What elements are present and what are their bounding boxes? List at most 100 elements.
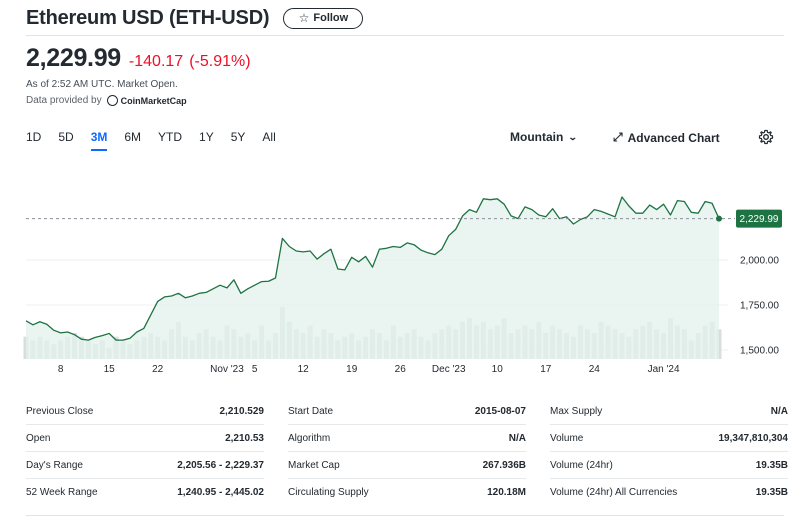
x-tick-label: Jan '24 bbox=[648, 364, 680, 375]
follow-label: Follow bbox=[313, 12, 349, 24]
stat-value: 120.18M bbox=[487, 487, 526, 498]
chart-type-label: Mountain bbox=[510, 130, 564, 144]
advanced-chart-label: Advanced Chart bbox=[627, 130, 720, 145]
price-line bbox=[25, 196, 720, 341]
stat-divider bbox=[550, 451, 788, 452]
price-change-percent: (-5.91%) bbox=[189, 53, 251, 70]
x-tick-label: 12 bbox=[298, 364, 310, 375]
header-divider bbox=[26, 35, 784, 36]
range-tab-5d[interactable]: 5D bbox=[58, 130, 74, 144]
stat-divider bbox=[26, 451, 264, 452]
follow-button[interactable]: ☆ Follow bbox=[283, 7, 364, 29]
stat-label: Algorithm bbox=[288, 433, 331, 444]
range-tab-ytd[interactable]: YTD bbox=[158, 130, 183, 144]
stat-value: 1,240.95 - 2,445.02 bbox=[177, 487, 264, 498]
x-tick-label: 26 bbox=[395, 364, 407, 375]
x-tick-label: Nov '23 bbox=[210, 364, 244, 375]
last-price-badge bbox=[736, 209, 782, 228]
price-area bbox=[26, 197, 719, 359]
market-status: As of 2:52 AM UTC. Market Open. bbox=[26, 79, 178, 90]
price-block: 2,229.99 -140.17 (-5.91%) bbox=[26, 44, 251, 73]
stat-row: Day's Range 2,205.56 - 2,229.37 bbox=[26, 452, 264, 479]
stat-value: 2,210.53 bbox=[225, 433, 264, 444]
range-tab-3m[interactable]: 3M bbox=[90, 130, 108, 151]
stat-row: Previous Close 2,210.529 bbox=[26, 398, 264, 425]
range-tab-6m[interactable]: 6M bbox=[124, 130, 142, 144]
provider-prefix: Data provided by bbox=[26, 95, 102, 106]
stat-label: Day's Range bbox=[26, 460, 83, 471]
stat-label: Max Supply bbox=[550, 406, 603, 417]
stat-divider bbox=[550, 424, 788, 425]
stat-row: Max Supply N/A bbox=[550, 398, 788, 425]
range-tab-1d[interactable]: 1D bbox=[26, 130, 42, 144]
stat-label: Open bbox=[26, 433, 51, 444]
coinmarketcap-icon bbox=[106, 95, 118, 106]
time-range-tabs: 1D 5D 3M 6M YTD 1Y 5Y All bbox=[26, 130, 293, 151]
x-tick-label: 24 bbox=[589, 364, 601, 375]
bottom-divider bbox=[26, 515, 784, 516]
range-tab-5y[interactable]: 5Y bbox=[230, 130, 246, 144]
x-tick-label: 5 bbox=[252, 364, 258, 375]
stat-label: 52 Week Range bbox=[26, 487, 98, 498]
stat-row: Algorithm N/A bbox=[288, 425, 526, 452]
stat-label: Market Cap bbox=[288, 460, 340, 471]
stat-value: 19,347,810,304 bbox=[718, 433, 788, 444]
stat-label: Volume (24hr) All Currencies bbox=[550, 487, 678, 498]
chart-type-dropdown[interactable]: Mountain ⌄ bbox=[510, 130, 579, 144]
y-tick-label: 1,750.00 bbox=[740, 301, 779, 312]
stat-value: 19.35B bbox=[755, 460, 788, 471]
stat-label: Circulating Supply bbox=[288, 487, 369, 498]
stat-row: Volume 19,347,810,304 bbox=[550, 425, 788, 452]
stat-divider bbox=[288, 478, 526, 479]
stat-label: Previous Close bbox=[26, 406, 94, 417]
stat-label: Volume bbox=[550, 433, 584, 444]
stat-value: 267.936B bbox=[482, 460, 526, 471]
data-provider: Data provided by CoinMarketCap bbox=[26, 95, 187, 106]
stat-row: Volume (24hr) All Currencies 19.35B bbox=[550, 479, 788, 506]
gear-icon[interactable] bbox=[758, 129, 774, 145]
x-tick-label: 19 bbox=[346, 364, 358, 375]
last-price-label: 2,229.99 bbox=[740, 214, 779, 225]
stat-divider bbox=[26, 424, 264, 425]
stat-divider bbox=[288, 424, 526, 425]
page-title: Ethereum USD (ETH-USD) bbox=[26, 6, 270, 29]
stat-row: Market Cap 267.936B bbox=[288, 452, 526, 479]
stat-label: Volume (24hr) bbox=[550, 460, 613, 471]
advanced-chart-button[interactable]: ⤢ Advanced Chart bbox=[613, 130, 720, 145]
quote-header: Ethereum USD (ETH-USD) ☆ Follow bbox=[26, 5, 364, 31]
y-tick-label: 1,500.00 bbox=[740, 346, 779, 357]
stat-row: 52 Week Range 1,240.95 - 2,445.02 bbox=[26, 479, 264, 506]
y-tick-label: 2,000.00 bbox=[740, 256, 779, 267]
coinmarketcap-logo[interactable]: CoinMarketCap bbox=[106, 95, 187, 106]
stat-row: Circulating Supply 120.18M bbox=[288, 479, 526, 506]
stat-value: 2,210.529 bbox=[219, 406, 265, 417]
x-tick-label: 15 bbox=[104, 364, 116, 375]
stat-value: 19.35B bbox=[755, 487, 788, 498]
stat-label: Start Date bbox=[288, 406, 334, 417]
range-tab-all[interactable]: All bbox=[262, 130, 276, 144]
stat-value: N/A bbox=[508, 433, 526, 444]
x-tick-label: 8 bbox=[58, 364, 64, 375]
expand-icon: ⤢ bbox=[613, 130, 623, 144]
chevron-down-icon: ⌄ bbox=[568, 131, 579, 142]
stat-row: Volume (24hr) 19.35B bbox=[550, 452, 788, 479]
x-tick-label: Dec '23 bbox=[432, 364, 466, 375]
stat-divider bbox=[288, 451, 526, 452]
stat-value: N/A bbox=[770, 406, 788, 417]
x-tick-label: 22 bbox=[152, 364, 164, 375]
price-chart[interactable]: 2,229.99 2,000.00 1,750.00 1,500.00 8 15 22 Nov… bbox=[0, 150, 800, 390]
price-change: -140.17 bbox=[128, 53, 184, 70]
x-tick-label: 10 bbox=[492, 364, 504, 375]
stat-divider bbox=[26, 478, 264, 479]
provider-name: CoinMarketCap bbox=[120, 95, 187, 106]
star-icon: ☆ bbox=[298, 11, 310, 25]
stat-value: 2015-08-07 bbox=[474, 406, 526, 417]
current-price: 2,229.99 bbox=[26, 44, 121, 72]
x-tick-label: 17 bbox=[540, 364, 552, 375]
range-tab-1y[interactable]: 1Y bbox=[199, 130, 214, 144]
stat-row: Start Date 2015-08-07 bbox=[288, 398, 526, 425]
stat-row: Open 2,210.53 bbox=[26, 425, 264, 452]
stat-value: 2,205.56 - 2,229.37 bbox=[177, 460, 264, 471]
last-price-dot bbox=[716, 215, 722, 222]
stat-divider bbox=[550, 478, 788, 479]
